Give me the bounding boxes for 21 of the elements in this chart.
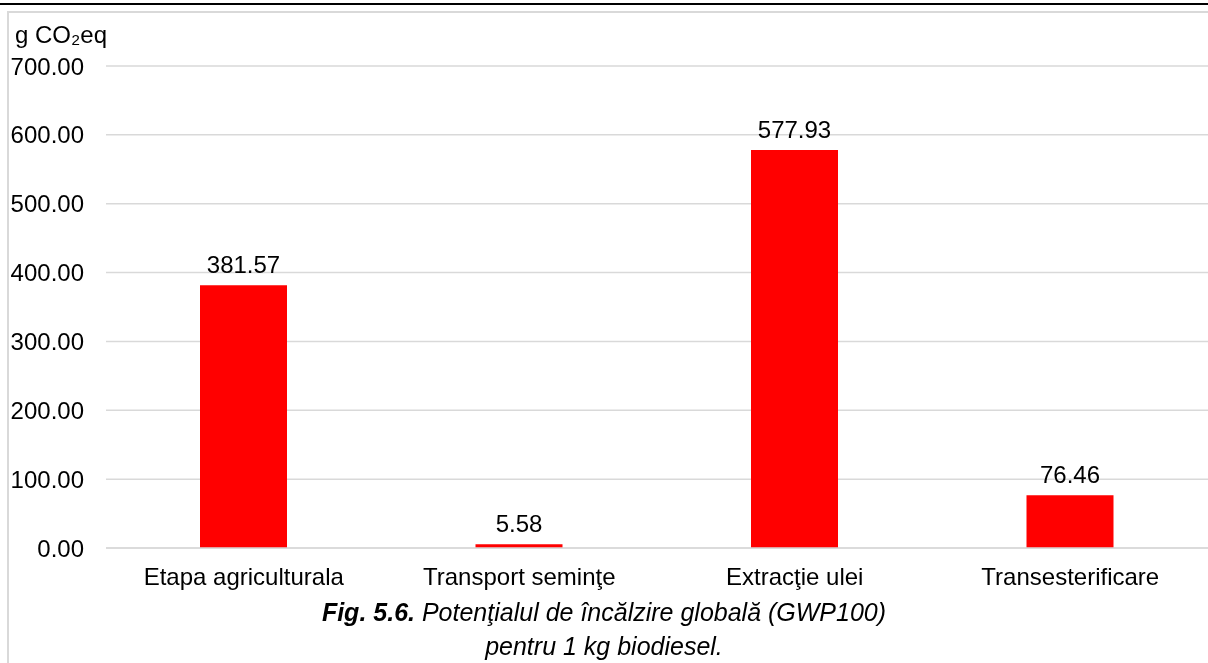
y-tick-label: 400.00 xyxy=(10,259,84,287)
data-label: 76.46 xyxy=(1039,461,1101,489)
data-label: 381.57 xyxy=(206,251,281,279)
data-label: 5.58 xyxy=(495,510,543,538)
bar xyxy=(751,150,838,548)
y-tick-label: 0.00 xyxy=(37,534,84,562)
x-tick-label: Transport seminţe xyxy=(422,563,616,591)
bar xyxy=(200,285,287,548)
data-label: 577.93 xyxy=(757,116,832,144)
y-tick-label: 200.00 xyxy=(10,396,84,424)
x-tick-label: Etapa agriculturala xyxy=(143,563,345,591)
y-tick-label: 100.00 xyxy=(10,465,84,493)
x-tick-label: Extracţie ulei xyxy=(726,563,864,591)
text: Fig. 5.6. Potenţialul de încălzire globală (GWP100) pentru 1 kg biodiesel. xyxy=(320,597,888,662)
y-tick-label: 600.00 xyxy=(10,121,84,149)
bar xyxy=(1026,495,1114,548)
y-tick-label: 300.00 xyxy=(10,327,84,355)
y-axis-title: g CO₂eq xyxy=(15,21,108,49)
y-tick-label: 500.00 xyxy=(10,190,84,218)
x-tick-label: Transesterificare xyxy=(981,563,1160,591)
y-tick-label: 700.00 xyxy=(10,52,84,80)
